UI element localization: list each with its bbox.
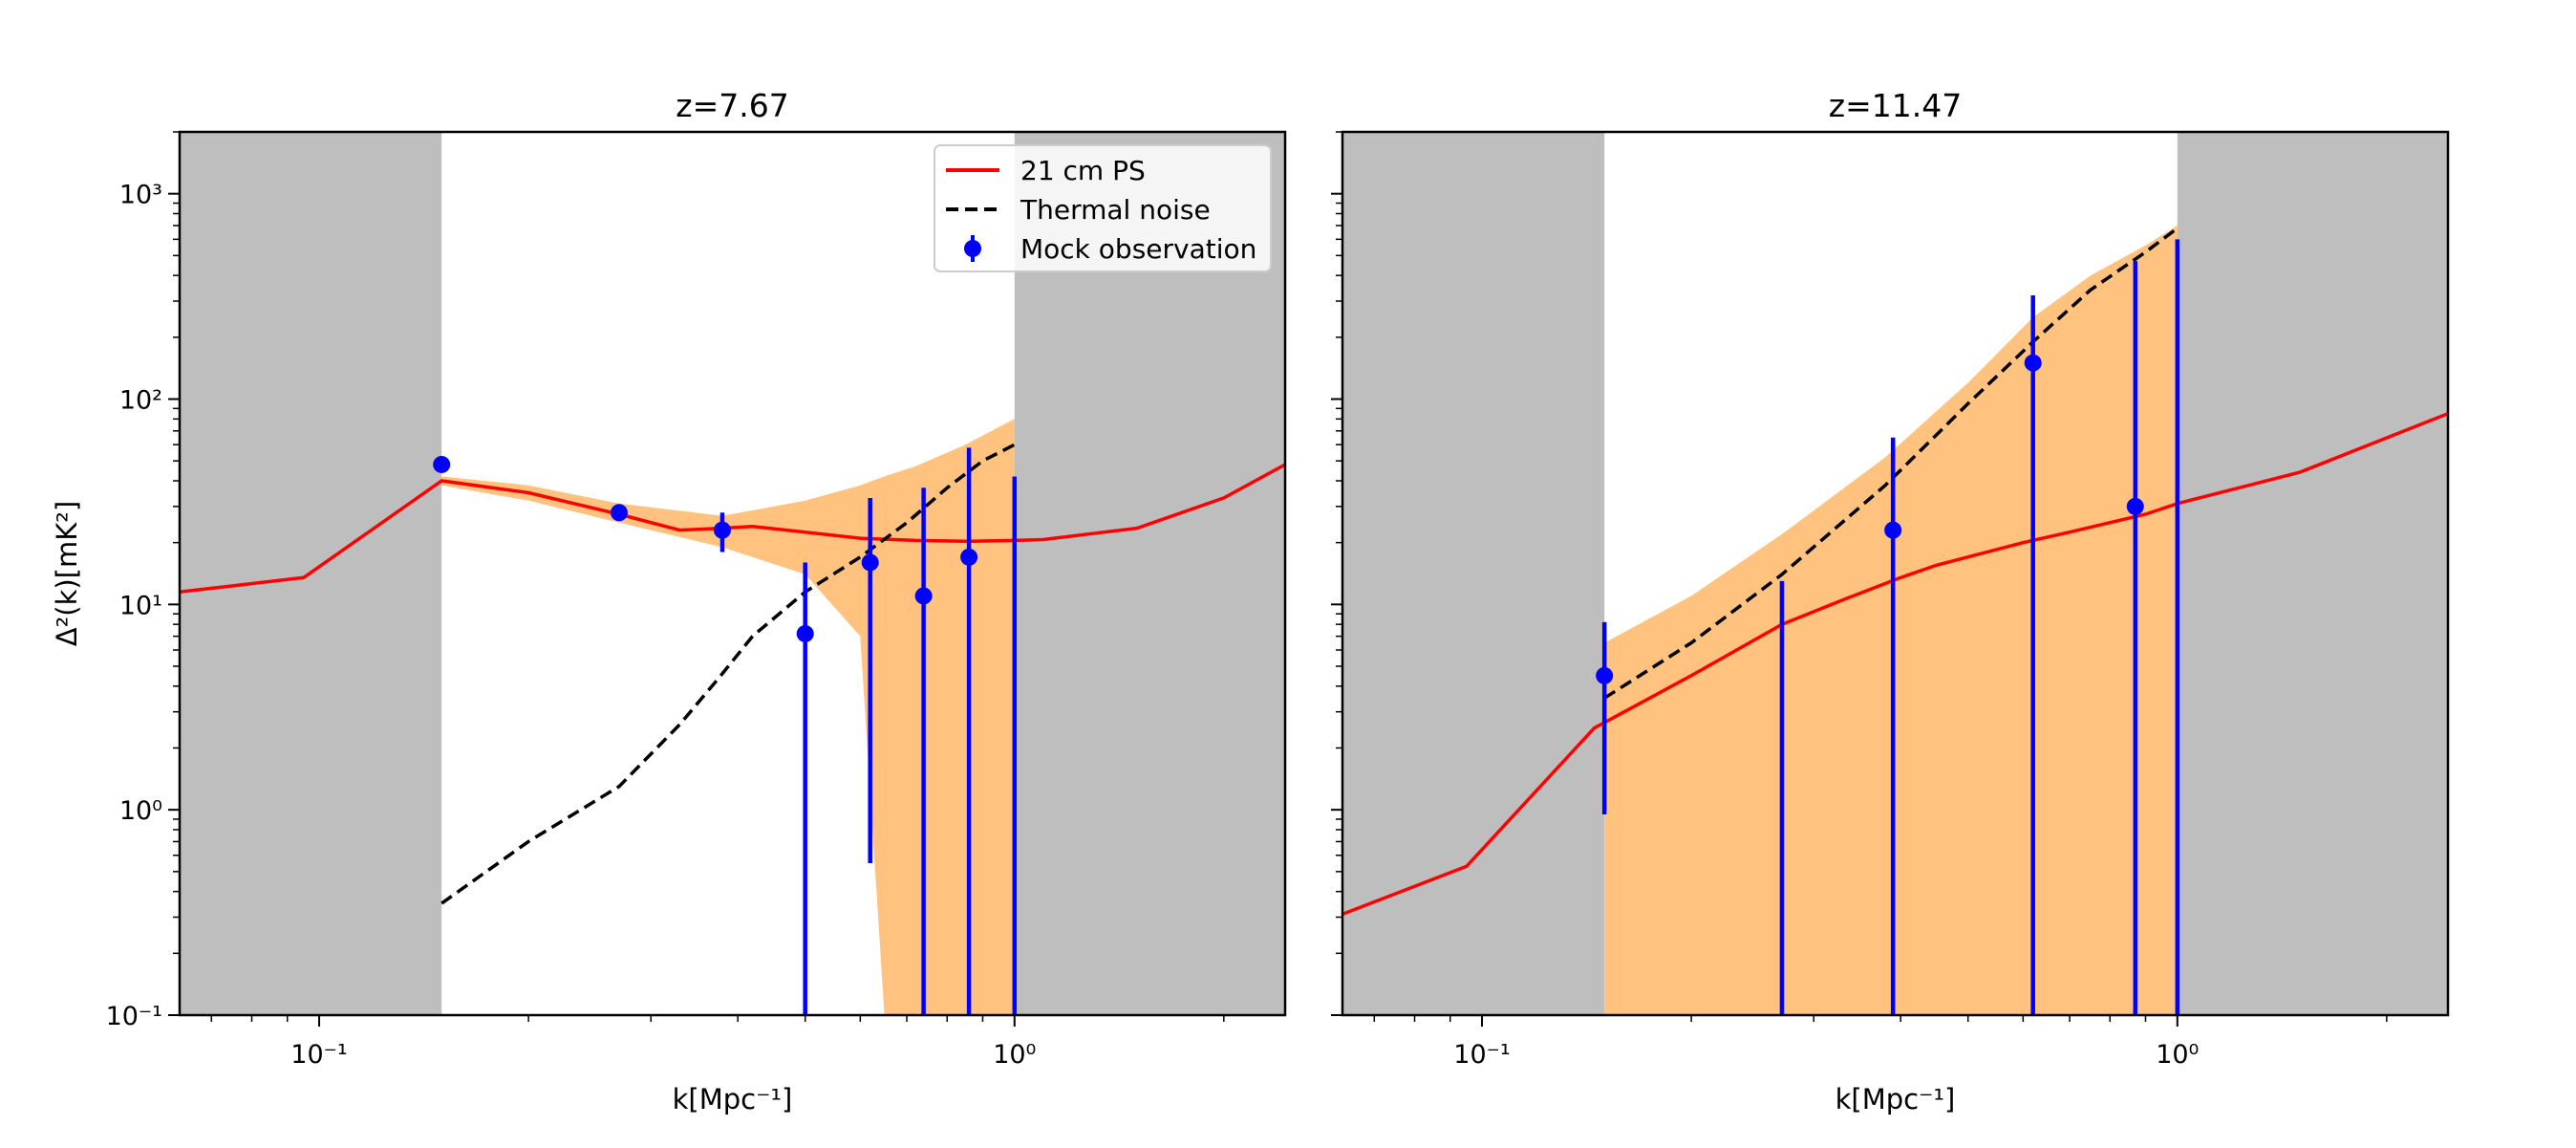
mock-observation-point xyxy=(2126,497,2144,515)
panel-1: 10⁻¹ 10⁰ 10⁻¹ 10⁰ 10¹ 10² 10³ z=7.67 k[Mpc⁻¹] Δ²(… xyxy=(51,87,1287,1116)
mock-observation-point xyxy=(2024,354,2042,372)
axes-frame xyxy=(178,130,1287,1017)
ps-21cm-line xyxy=(1342,412,2448,917)
x-tick-label: 10⁻¹ xyxy=(290,1040,347,1070)
legend-marker-swatch xyxy=(964,240,981,257)
plot-area xyxy=(180,132,1285,1015)
mock-observation-point xyxy=(796,624,814,642)
plot-area xyxy=(1342,132,2448,1015)
x-axis-label: k[Mpc⁻¹] xyxy=(673,1083,793,1116)
thermal-noise-line xyxy=(440,443,1016,905)
x-tick-label: 10⁰ xyxy=(993,1040,1036,1070)
mock-observation-point xyxy=(914,587,933,605)
y-tick-label: 10⁰ xyxy=(119,796,162,826)
panel-title: z=11.47 xyxy=(1829,87,1962,124)
panel-title: z=7.67 xyxy=(676,87,788,124)
x-axis-label: k[Mpc⁻¹] xyxy=(1835,1083,1956,1116)
legend-label: 21 cm PS xyxy=(1020,155,1146,186)
ps-21cm-line xyxy=(180,463,1285,595)
uncertainty-band xyxy=(441,419,1015,1015)
excluded-region-2 xyxy=(1014,132,1285,1015)
mock-observation-point xyxy=(1884,521,1902,539)
y-tick-label: 10³ xyxy=(119,181,162,210)
x-tick-label: 10⁻¹ xyxy=(1453,1040,1510,1070)
excluded-region-1 xyxy=(1342,132,1605,1015)
excluded-region-2 xyxy=(2177,132,2448,1015)
y-axis-label: Δ²(k)[mK²] xyxy=(51,501,83,646)
legend: 21 cm PS Thermal noise Mock observation xyxy=(934,144,1272,272)
y-tick-label: 10¹ xyxy=(119,591,162,620)
panel-2: 10⁻¹ 10⁰ z=11.47 k[Mpc⁻¹] xyxy=(1331,87,2450,1116)
mock-observation-point xyxy=(861,553,879,572)
thermal-noise-line xyxy=(1603,227,2179,700)
legend-label: Thermal noise xyxy=(1020,194,1211,226)
mock-observation-point xyxy=(610,504,628,522)
y-tick-label: 10² xyxy=(119,386,162,416)
legend-label: Mock observation xyxy=(1020,233,1256,265)
mock-observation-point xyxy=(433,455,451,473)
mock-observation-point xyxy=(713,521,731,539)
x-tick-label: 10⁰ xyxy=(2156,1040,2199,1070)
legend-box xyxy=(934,144,1272,272)
axes-frame xyxy=(1341,130,2450,1017)
mock-observation-point xyxy=(1596,666,1614,684)
mock-observation-point xyxy=(960,548,978,566)
y-tick-label: 10⁻¹ xyxy=(106,1002,162,1031)
